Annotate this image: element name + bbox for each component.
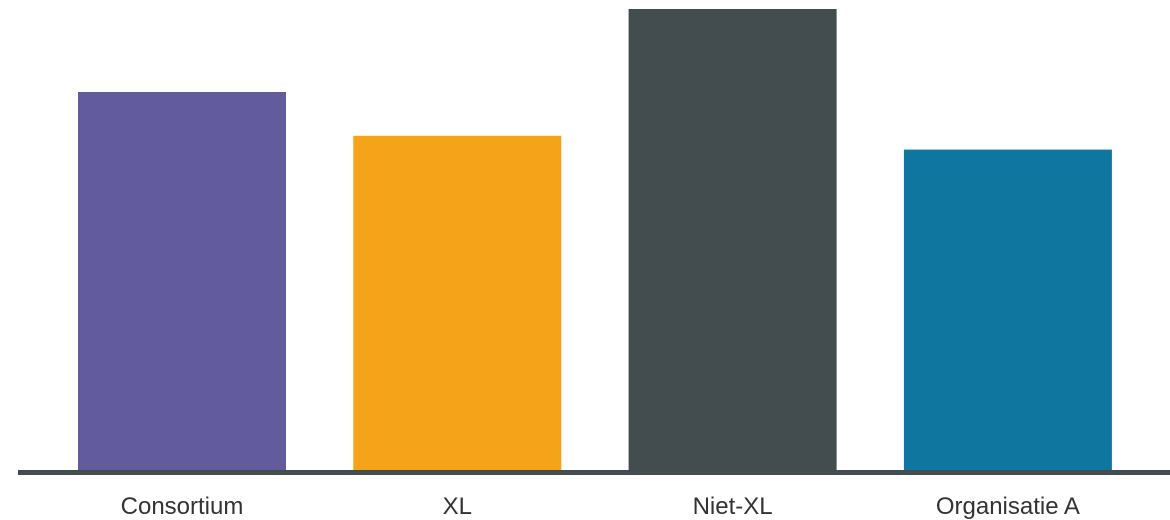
category-label-organisatie-a: Organisatie A	[936, 493, 1080, 520]
bar-niet-xl	[628, 9, 837, 470]
category-label-consortium: Consortium	[121, 493, 244, 520]
category-labels-group: Consortium XL Niet-XL Organisatie A	[121, 493, 1080, 520]
bar-organisatie-a	[903, 149, 1112, 470]
bar-xl	[353, 135, 562, 471]
category-label-niet-xl: Niet-XL	[693, 493, 773, 520]
bar-consortium	[78, 92, 286, 470]
bars-group	[78, 9, 1112, 471]
category-label-xl: XL	[443, 493, 472, 520]
